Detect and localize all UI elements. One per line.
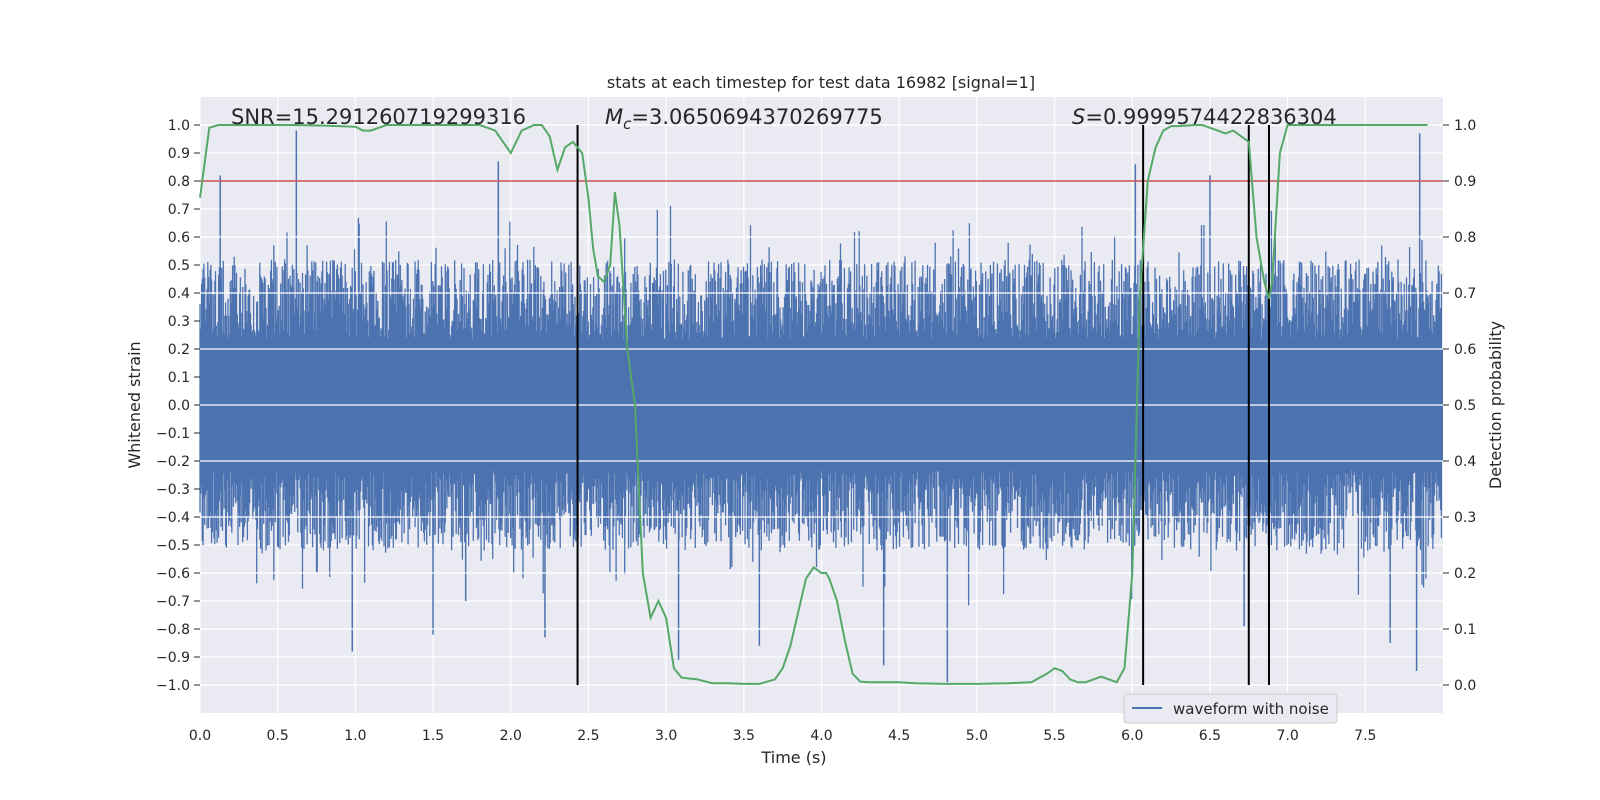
y-tick-label: 0.1 <box>168 370 190 386</box>
y2-tick-label: 0.0 <box>1454 678 1476 694</box>
y-tick-label: −0.5 <box>156 538 190 554</box>
snr-annotation: SNR=15.291260719299316 <box>231 105 526 129</box>
y2-tick-label: 0.3 <box>1454 510 1476 526</box>
x-tick-label: 0.5 <box>267 728 289 744</box>
y-tick-label: −0.9 <box>156 650 190 666</box>
y2-tick-label: 0.1 <box>1454 622 1476 638</box>
y2-tick-label: 0.2 <box>1454 566 1476 582</box>
y-tick-label: 0.2 <box>168 342 190 358</box>
y-axis-label: Whitened strain <box>125 341 144 468</box>
y-tick-label: 0.8 <box>168 174 190 190</box>
y2-tick-label: 0.7 <box>1454 286 1476 302</box>
x-tick-label: 2.0 <box>500 728 522 744</box>
y-tick-label: 0.7 <box>168 202 190 218</box>
y-tick-label: −0.4 <box>156 510 190 526</box>
chirp-mass-annotation: Mc=3.0650694370269775 <box>605 105 883 133</box>
x-tick-label: 7.0 <box>1276 728 1298 744</box>
x-tick-label: 4.5 <box>888 728 910 744</box>
y-tick-label: 1.0 <box>168 118 190 134</box>
x-tick-label: 2.5 <box>577 728 599 744</box>
legend-label: waveform with noise <box>1173 700 1329 718</box>
y-tick-label: −0.6 <box>156 566 190 582</box>
y2-axis-label: Detection probability <box>1486 321 1505 489</box>
chart-title: stats at each timestep for test data 169… <box>607 73 1035 92</box>
x-tick-label: 4.0 <box>810 728 832 744</box>
y-tick-label: 0.0 <box>168 398 190 414</box>
y-tick-label: 0.3 <box>168 314 190 330</box>
x-tick-label: 0.0 <box>189 728 211 744</box>
y-tick-label: −0.7 <box>156 594 190 610</box>
chirp-mass-subscript: c <box>623 115 632 133</box>
score-value: =0.9999574422836304 <box>1085 105 1336 129</box>
x-tick-label: 1.5 <box>422 728 444 744</box>
y2-tick-label: 0.4 <box>1454 454 1476 470</box>
x-tick-label: 7.5 <box>1354 728 1376 744</box>
y2-tick-label: 0.6 <box>1454 342 1476 358</box>
x-tick-label: 6.5 <box>1199 728 1221 744</box>
y-tick-label: −0.3 <box>156 482 190 498</box>
y-tick-label: 0.9 <box>168 146 190 162</box>
x-tick-label: 3.5 <box>733 728 755 744</box>
y2-axis-ticks: 1.0 0.9 0.8 0.7 0.6 0.5 0.4 0.3 0.2 0.1 0.0 <box>1443 118 1476 694</box>
y-tick-label: 0.4 <box>168 286 190 302</box>
score-annotation: S=0.9999574422836304 <box>1072 105 1337 129</box>
chirp-mass-symbol: M <box>605 105 623 129</box>
y-tick-label: −1.0 <box>156 678 190 694</box>
legend: waveform with noise <box>1123 693 1338 724</box>
y-tick-label: −0.1 <box>156 426 190 442</box>
y-tick-label: 0.6 <box>168 230 190 246</box>
y2-tick-label: 0.8 <box>1454 230 1476 246</box>
x-tick-label: 3.0 <box>655 728 677 744</box>
y-tick-label: 0.5 <box>168 258 190 274</box>
legend-box <box>1123 693 1338 724</box>
x-axis-label: Time (s) <box>760 748 826 767</box>
x-axis-ticks: 0.0 0.5 1.0 1.5 2.0 2.5 3.0 3.5 4.0 4.5 5.0 5.5 6.0 6… <box>189 728 1377 744</box>
x-tick-label: 1.0 <box>344 728 366 744</box>
x-tick-label: 6.0 <box>1121 728 1143 744</box>
x-tick-label: 5.5 <box>1043 728 1065 744</box>
y-axis-ticks: 1.0 0.9 0.8 0.7 0.6 0.5 0.4 0.3 0.2 0.1 0.0 −0.1 −0.… <box>156 118 200 694</box>
detection-probability-line <box>199 124 1428 685</box>
y2-tick-label: 0.5 <box>1454 398 1476 414</box>
chirp-mass-value: =3.0650694370269775 <box>631 105 882 129</box>
vertical-markers <box>576 125 1270 685</box>
x-tick-label: 5.0 <box>966 728 988 744</box>
y-tick-label: −0.8 <box>156 622 190 638</box>
waveform-line <box>199 205 1443 606</box>
y-tick-label: −0.2 <box>156 454 190 470</box>
score-symbol: S <box>1072 105 1085 129</box>
y2-tick-label: 0.9 <box>1454 174 1476 190</box>
y2-tick-label: 1.0 <box>1454 118 1476 134</box>
